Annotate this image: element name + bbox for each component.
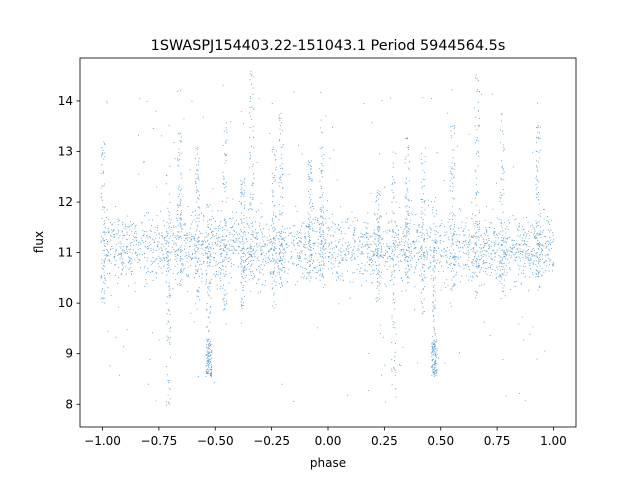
x-tick-label: −1.00 xyxy=(84,434,121,448)
y-tick-label: 11 xyxy=(58,246,73,260)
x-tick-label: 0.50 xyxy=(427,434,454,448)
x-tick-label: 0.25 xyxy=(371,434,398,448)
x-axis-label: phase xyxy=(310,456,346,470)
x-tick-label: 0.75 xyxy=(484,434,511,448)
y-tick-label: 14 xyxy=(58,94,73,108)
x-tick-label: 1.00 xyxy=(540,434,567,448)
x-tick-label: −0.25 xyxy=(253,434,290,448)
y-tick-label: 10 xyxy=(58,296,73,310)
y-tick-label: 9 xyxy=(65,347,73,361)
y-axis-ticks: 8 9 10 11 12 13 14 xyxy=(58,94,80,411)
y-tick-label: 8 xyxy=(65,397,73,411)
x-tick-label: 0.00 xyxy=(315,434,342,448)
y-axis-label: flux xyxy=(32,231,46,253)
x-tick-label: −0.75 xyxy=(141,434,178,448)
y-tick-label: 13 xyxy=(58,145,73,159)
y-tick-label: 12 xyxy=(58,195,73,209)
x-axis-ticks: −1.00 −0.75 −0.50 −0.25 0.00 0.25 0.50 0.75 1.00 xyxy=(84,427,567,448)
x-tick-label: −0.50 xyxy=(197,434,234,448)
chart-title: 1SWASPJ154403.22-151043.1 Period 5944564… xyxy=(151,38,506,54)
